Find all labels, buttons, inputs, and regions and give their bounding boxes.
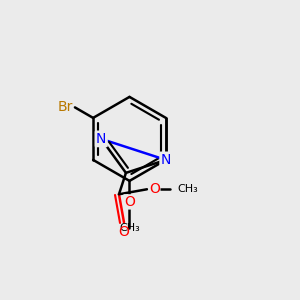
Text: O: O: [118, 225, 129, 239]
Text: O: O: [149, 182, 160, 196]
Text: O: O: [124, 195, 135, 209]
Text: N: N: [161, 153, 171, 167]
Text: CH₃: CH₃: [177, 184, 198, 194]
Text: Br: Br: [58, 100, 73, 114]
Text: CH₃: CH₃: [119, 223, 140, 233]
Text: N: N: [96, 132, 106, 146]
